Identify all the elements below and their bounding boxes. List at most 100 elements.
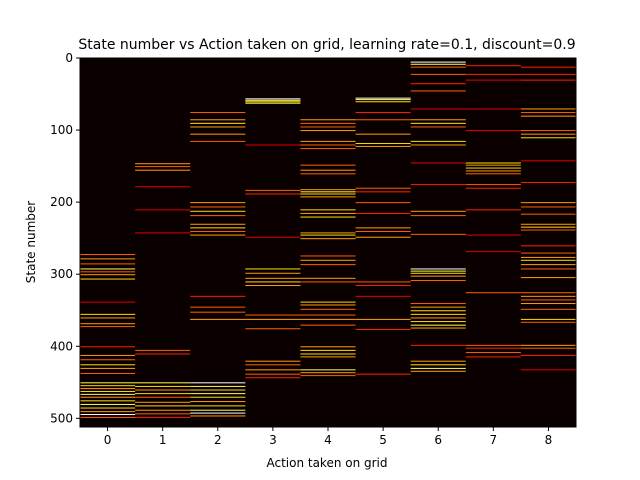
heatmap-cell-action-4-stripe-35 xyxy=(300,369,356,371)
heatmap-cell-action-6-stripe-6 xyxy=(410,108,466,110)
heatmap-cell-action-6-stripe-28 xyxy=(410,324,466,326)
heatmap-cell-action-4-stripe-31 xyxy=(300,346,356,348)
heatmap-cell-action-8-stripe-5 xyxy=(520,115,576,117)
heatmap-cell-action-3-stripe-14 xyxy=(245,318,301,320)
heatmap-cell-action-7-stripe-14 xyxy=(465,251,521,253)
heatmap-cell-action-0-stripe-0 xyxy=(80,254,136,256)
y-tick-label-500: 500 xyxy=(50,411,73,425)
heatmap-cell-action-1-stripe-17 xyxy=(135,416,191,418)
heatmap-cell-action-5-stripe-14 xyxy=(355,236,411,238)
heatmap-cell-action-6-stripe-10 xyxy=(410,140,466,142)
heatmap-cell-action-5-stripe-20 xyxy=(355,373,411,375)
heatmap-cell-action-0-stripe-24 xyxy=(80,400,136,402)
heatmap-cell-action-7-stripe-7 xyxy=(465,167,521,169)
heatmap-cell-action-0-stripe-20 xyxy=(80,388,136,390)
heatmap-cell-action-8-stripe-9 xyxy=(520,160,576,162)
x-tick-label-8: 8 xyxy=(545,433,553,447)
heatmap-cell-action-8-stripe-26 xyxy=(520,299,576,301)
heatmap-cell-action-4-stripe-5 xyxy=(300,144,356,146)
heatmap-cell-action-4-stripe-10 xyxy=(300,189,356,191)
heatmap-cell-action-2-stripe-2 xyxy=(190,122,246,124)
heatmap-cell-action-0-stripe-28 xyxy=(80,414,136,416)
heatmap-cell-action-1-stripe-9 xyxy=(135,385,191,387)
heatmap-cell-action-8-stripe-16 xyxy=(520,229,576,231)
heatmap-cell-action-0-stripe-2 xyxy=(80,263,136,265)
heatmap-cell-action-1-stripe-2 xyxy=(135,169,191,171)
heatmap-cell-action-5-stripe-17 xyxy=(355,295,411,297)
heatmap-cell-action-2-stripe-19 xyxy=(190,385,246,387)
heatmap-cell-action-4-stripe-20 xyxy=(300,255,356,257)
heatmap-cell-action-6-stripe-15 xyxy=(410,215,466,217)
heatmap-cell-action-4-stripe-11 xyxy=(300,191,356,193)
heatmap-cell-action-2-stripe-23 xyxy=(190,401,246,403)
heatmap-cell-action-3-stripe-3 xyxy=(245,102,301,104)
heatmap-cell-action-4-stripe-29 xyxy=(300,318,356,320)
heatmap-cell-action-2-stripe-18 xyxy=(190,382,246,384)
y-tick-label-300: 300 xyxy=(50,267,73,281)
heatmap-cell-action-2-stripe-8 xyxy=(190,210,246,212)
heatmap-cell-action-1-stripe-10 xyxy=(135,389,191,391)
heatmap-cell-action-4-stripe-32 xyxy=(300,349,356,351)
heatmap-cell-action-7-stripe-0 xyxy=(465,65,521,67)
heatmap-cell-action-6-stripe-21 xyxy=(410,279,466,281)
heatmap-cell-action-4-stripe-33 xyxy=(300,353,356,355)
heatmap-cell-action-6-stripe-23 xyxy=(410,306,466,308)
heatmap-cell-action-3-stripe-16 xyxy=(245,360,301,362)
heatmap-cell-action-8-stripe-34 xyxy=(520,369,576,371)
heatmap-cell-action-6-stripe-34 xyxy=(410,370,466,372)
heatmap-cell-action-1-stripe-7 xyxy=(135,353,191,355)
heatmap-cell-action-0-stripe-10 xyxy=(80,323,136,325)
heatmap-cell-action-6-stripe-11 xyxy=(410,144,466,146)
heatmap-cell-action-2-stripe-26 xyxy=(190,412,246,414)
heatmap-cell-action-5-stripe-0 xyxy=(355,97,411,99)
heatmap-cell-action-6-stripe-30 xyxy=(410,344,466,346)
heatmap-cell-action-5-stripe-8 xyxy=(355,187,411,189)
y-tick-label-200: 200 xyxy=(50,195,73,209)
y-tick-label-0: 0 xyxy=(65,51,73,65)
heatmap-cell-action-0-stripe-8 xyxy=(80,313,136,315)
heatmap-cell-action-4-stripe-22 xyxy=(300,264,356,266)
heatmap-cell-action-8-stripe-23 xyxy=(520,277,576,279)
heatmap-cell-action-0-stripe-19 xyxy=(80,385,136,387)
x-tick-label-3: 3 xyxy=(269,433,277,447)
x-axis-ticks: 0 1 2 3 4 5 6 7 8 xyxy=(104,427,553,447)
heatmap-cell-action-1-stripe-4 xyxy=(135,209,191,211)
heatmap-cell-action-5-stripe-12 xyxy=(355,227,411,229)
heatmap-cell-action-0-stripe-16 xyxy=(80,367,136,369)
heatmap-cell-action-0-stripe-18 xyxy=(80,382,136,384)
y-axis-label: State number xyxy=(24,201,38,283)
heatmap-cell-action-2-stripe-4 xyxy=(190,133,246,135)
heatmap-cell-action-4-stripe-30 xyxy=(300,324,356,326)
heatmap-cell-action-6-stripe-26 xyxy=(410,317,466,319)
heatmap-cell-action-5-stripe-15 xyxy=(355,281,411,283)
heatmap-cell-action-5-stripe-13 xyxy=(355,230,411,232)
heatmap-cell-action-0-stripe-27 xyxy=(80,411,136,413)
heatmap-cell-action-5-stripe-10 xyxy=(355,202,411,204)
heatmap-cell-action-1-stripe-15 xyxy=(135,409,191,411)
heatmap-cell-action-4-stripe-4 xyxy=(300,140,356,142)
heatmap-cell-action-6-stripe-20 xyxy=(410,275,466,277)
heatmap-cell-action-6-stripe-12 xyxy=(410,162,466,164)
heatmap-cell-action-1-stripe-16 xyxy=(135,413,191,415)
heatmap-cell-action-4-stripe-3 xyxy=(300,130,356,132)
heatmap-cell-action-0-stripe-29 xyxy=(80,416,136,418)
x-tick-label-4: 4 xyxy=(324,433,332,447)
heatmap-cell-action-0-stripe-7 xyxy=(80,301,136,303)
heatmap-cell-action-2-stripe-11 xyxy=(190,227,246,229)
heatmap-cell-action-0-stripe-15 xyxy=(80,364,136,366)
heatmap-cell-action-8-stripe-3 xyxy=(520,108,576,110)
heatmap-cell-action-1-stripe-5 xyxy=(135,232,191,234)
heatmap-cell-action-6-stripe-33 xyxy=(410,367,466,369)
heatmap-cell-action-6-stripe-18 xyxy=(410,270,466,272)
heatmap-cell-action-2-stripe-17 xyxy=(190,318,246,320)
heatmap-cell-action-0-stripe-12 xyxy=(80,346,136,348)
heatmap-cell-action-8-stripe-32 xyxy=(520,347,576,349)
heatmap-cell-action-4-stripe-15 xyxy=(300,212,356,214)
heatmap-cell-action-7-stripe-18 xyxy=(465,352,521,354)
heatmap-cell-action-4-stripe-6 xyxy=(300,148,356,150)
heatmap-cell-action-4-stripe-12 xyxy=(300,193,356,195)
heatmap-cell-action-3-stripe-20 xyxy=(245,377,301,379)
heatmap-cell-action-8-stripe-20 xyxy=(520,259,576,261)
y-tick-label-400: 400 xyxy=(50,339,73,353)
